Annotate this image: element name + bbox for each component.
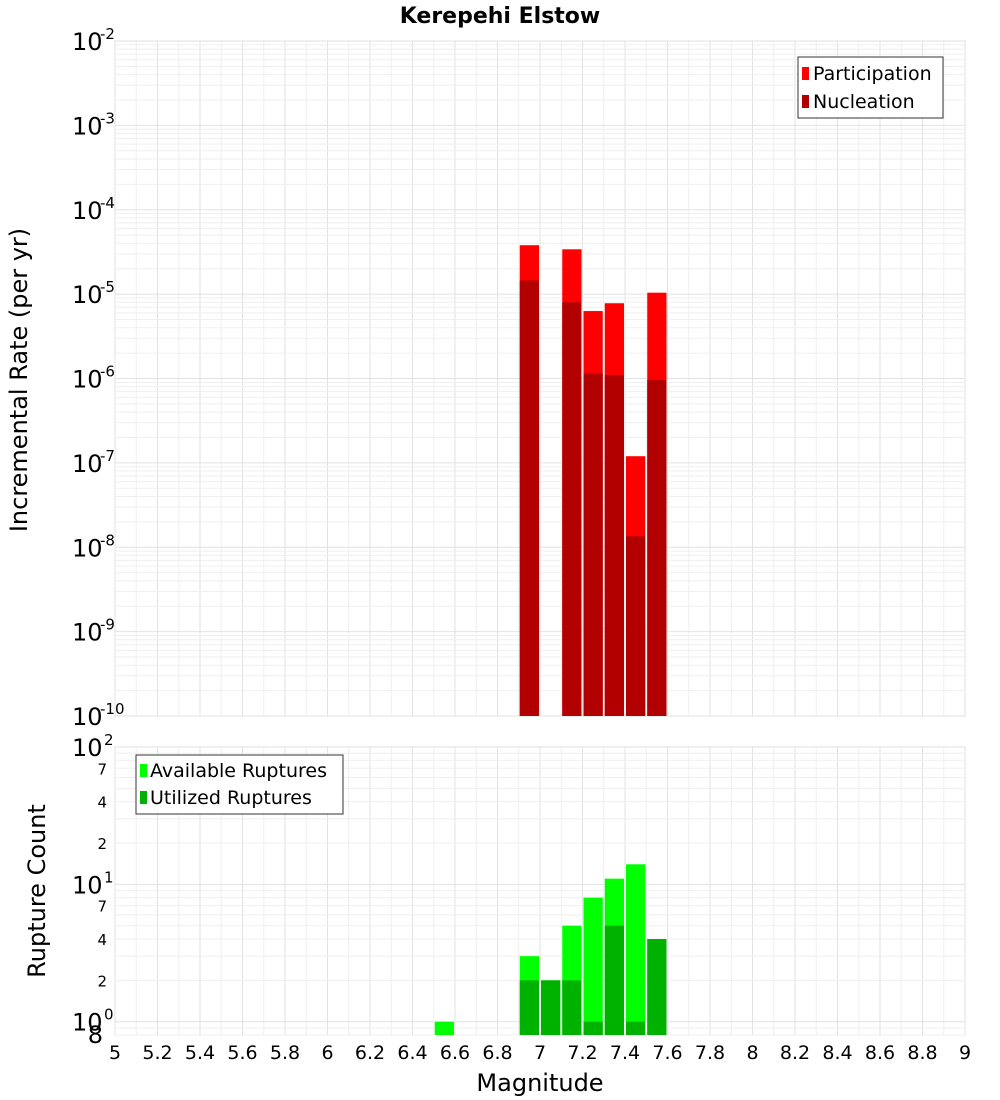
rate-nucleation-bar: [583, 373, 603, 716]
legend-utilized-swatch: [140, 791, 147, 804]
count-legend-box: [135, 754, 344, 815]
x-tick-label: 7.4: [610, 1042, 640, 1064]
rate-nucleation-bar: [519, 280, 539, 716]
count-y-minor-tick-label: 4: [97, 794, 107, 812]
count-utilized-ruptures-bar: [562, 980, 582, 1035]
x-tick-label: 8.4: [822, 1042, 852, 1064]
count-y-minor-tick-label: 7: [97, 760, 107, 778]
rate-y-tick-label: 10: [72, 366, 103, 394]
rate-y-tick-label: 10: [72, 112, 103, 140]
count-available-ruptures-bar: [434, 1021, 454, 1035]
count-y-axis-label: Rupture Count: [23, 804, 51, 978]
rate-y-tick-label: 10: [72, 281, 103, 309]
count-y-tick-label: 10: [72, 871, 103, 899]
x-tick-label: 7.8: [695, 1042, 725, 1064]
rate-y-tick-exponent: -4: [100, 194, 115, 212]
count-utilized-ruptures-bar: [519, 980, 539, 1035]
x-tick-label: 5.2: [142, 1042, 172, 1064]
count-legend: Available Ruptures Utilized Ruptures: [135, 754, 344, 815]
x-tick-label: 9: [959, 1042, 971, 1064]
x-tick-label: 5.8: [270, 1042, 300, 1064]
rate-y-tick-exponent: -6: [100, 363, 115, 381]
chart-title: Kerepehi Elstow: [400, 4, 601, 29]
x-tick-label: 5.6: [227, 1042, 257, 1064]
rate-legend-box: [797, 56, 944, 119]
rate-nucleation-bar: [626, 536, 646, 716]
count-y-minor-tick-label: 7: [97, 898, 107, 916]
rate-y-tick-exponent: -8: [100, 531, 115, 549]
rate-y-tick-label: 10: [72, 703, 103, 731]
count-utilized-ruptures-bar: [604, 925, 624, 1035]
rate-nucleation-bar: [647, 379, 667, 716]
rate-y-tick-label: 10: [72, 619, 103, 647]
count-utilized-ruptures-bar: [647, 939, 667, 1035]
legend-utilized-label: Utilized Ruptures: [150, 787, 312, 809]
legend-nucleation-swatch: [802, 95, 809, 108]
rate-gridlines: [114, 40, 966, 717]
count-bars: [434, 864, 667, 1035]
rate-y-tick-exponent: -5: [100, 278, 115, 296]
legend-nucleation-label: Nucleation: [813, 91, 915, 113]
rate-y-tick-label: 10: [72, 534, 103, 562]
rate-y-tick-exponent: -7: [100, 447, 115, 465]
x-axis-ticks: 5 5.2 5.4 5.6 5.8 6 6.2 6.4 6.6 6.8 7 7.2 7.4 7.6 7.8 8…: [109, 1042, 971, 1064]
x-tick-label: 8: [746, 1042, 758, 1064]
count-utilized-ruptures-bar: [541, 980, 561, 1035]
count-available-ruptures-bar: [626, 864, 646, 1035]
rate-y-tick-exponent: -3: [100, 109, 115, 127]
x-tick-label: 6.2: [355, 1042, 385, 1064]
rate-y-tick-exponent: -10: [100, 700, 125, 718]
rate-nucleation-bar: [604, 375, 624, 716]
rate-y-tick-label: 10: [72, 450, 103, 478]
x-tick-label: 6.6: [440, 1042, 470, 1064]
count-y-tick-exponent: 2: [104, 731, 114, 749]
rate-y-tick-exponent: -9: [100, 616, 115, 634]
rate-y-axis-label: Incremental Rate (per yr): [5, 228, 33, 532]
x-tick-label: 8.2: [780, 1042, 810, 1064]
count-gridlines: [114, 746, 966, 1036]
rate-y-tick-exponent: -2: [100, 25, 115, 43]
count-y-minor-tick-label: 2: [97, 972, 107, 990]
rate-panel: 10-210-310-410-510-610-710-810-910-10 In…: [5, 25, 966, 731]
rate-legend: Participation Nucleation: [797, 56, 944, 119]
count-y-minor-tick-label: 4: [97, 931, 107, 949]
count-utilized-ruptures-bar: [626, 1021, 646, 1035]
rate-y-ticks: 10-210-310-410-510-610-710-810-910-10: [72, 25, 125, 731]
x-tick-label: 8.8: [907, 1042, 937, 1064]
count-available-ruptures-bar: [583, 897, 603, 1035]
x-tick-label: 7.6: [652, 1042, 682, 1064]
legend-participation-swatch: [802, 67, 809, 80]
x-tick-label: 8.6: [865, 1042, 895, 1064]
count-y-tick-label: 10: [72, 1009, 103, 1037]
rate-bars: [519, 245, 667, 717]
count-y-tick-label: 10: [72, 734, 103, 762]
count-y-tick-exponent: 0: [104, 1006, 114, 1024]
x-tick-label: 5.4: [185, 1042, 215, 1064]
x-axis-label: Magnitude: [476, 1069, 603, 1097]
x-tick-label: 6: [321, 1042, 333, 1064]
x-tick-label: 7.2: [567, 1042, 597, 1064]
x-tick-label: 6.4: [397, 1042, 427, 1064]
x-tick-label: 5: [109, 1042, 121, 1064]
legend-available-swatch: [140, 764, 147, 777]
count-y-minor-tick-label: 8: [88, 1021, 103, 1049]
count-utilized-ruptures-bar: [583, 1021, 603, 1035]
rate-y-tick-label: 10: [72, 28, 103, 56]
x-tick-label: 6.8: [482, 1042, 512, 1064]
rate-y-tick-label: 10: [72, 197, 103, 225]
rate-nucleation-bar: [562, 302, 582, 716]
count-y-tick-exponent: 1: [104, 868, 114, 886]
count-y-minor-tick-label: 2: [97, 835, 107, 853]
legend-participation-label: Participation: [813, 63, 932, 85]
x-tick-label: 7: [534, 1042, 546, 1064]
legend-available-label: Available Ruptures: [150, 760, 327, 782]
